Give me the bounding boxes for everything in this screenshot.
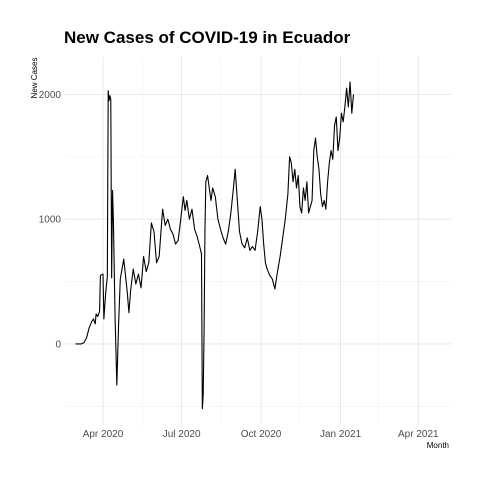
y-tick-label: 1000 xyxy=(39,215,62,226)
chart-title: New Cases of COVID-19 in Ecuador xyxy=(64,28,351,47)
y-tick-label: 2000 xyxy=(39,90,62,101)
y-tick-label: 0 xyxy=(55,339,61,350)
x-tick-labels: Apr 2020 Jul 2020 Oct 2020 Jan 2021 Apr 2021 xyxy=(83,429,439,440)
series xyxy=(75,81,355,410)
x-axis-title: Month xyxy=(427,441,449,450)
x-tick-label: Jan 2021 xyxy=(320,429,362,440)
series-line xyxy=(75,81,355,410)
grid xyxy=(65,57,452,425)
x-tick-label: Oct 2020 xyxy=(241,429,282,440)
y-axis-title: New Cases xyxy=(30,58,39,99)
x-tick-label: Apr 2021 xyxy=(398,429,439,440)
x-tick-label: Apr 2020 xyxy=(83,429,124,440)
x-tick-label: Jul 2020 xyxy=(163,429,201,440)
y-tick-labels: 0 1000 2000 xyxy=(39,90,62,350)
